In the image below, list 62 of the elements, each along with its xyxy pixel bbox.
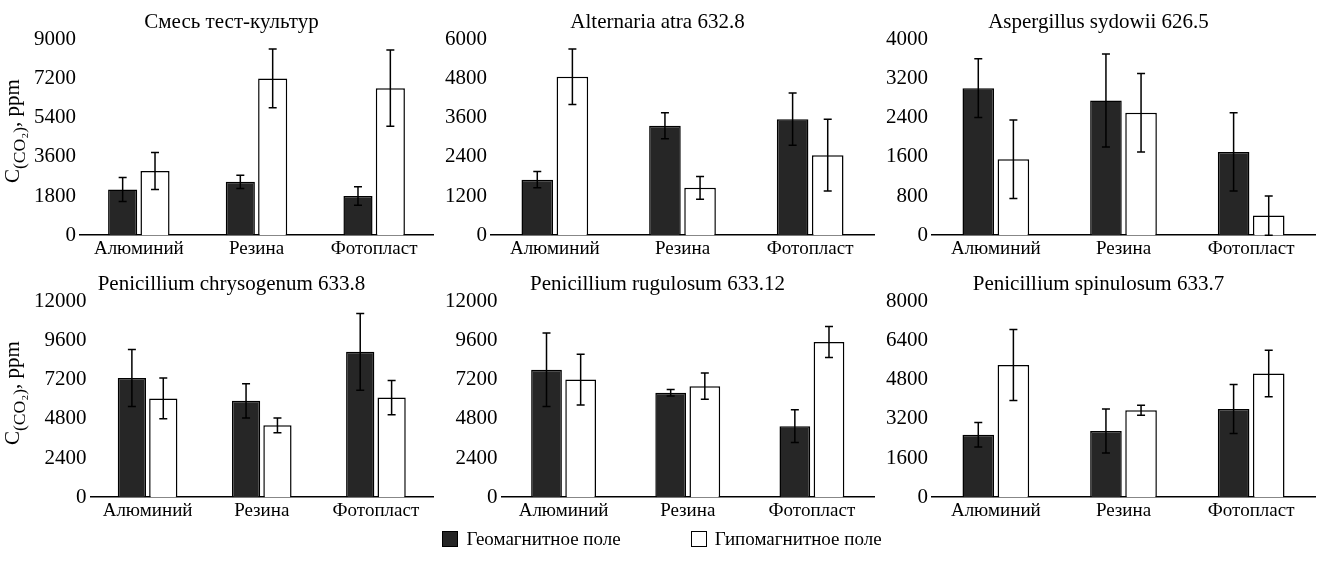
y-tick-label: 8000 xyxy=(886,287,928,312)
x-tick-label: Фотопласт xyxy=(1207,498,1296,520)
y-tick-label: 12000 xyxy=(34,287,87,312)
y-tick-label: 0 xyxy=(487,483,498,508)
y-tick-label: 3200 xyxy=(886,64,928,89)
y-tick-label: 1600 xyxy=(886,444,928,469)
y-tick-label: 2400 xyxy=(886,104,928,129)
y-tick-label: 5400 xyxy=(34,104,76,129)
x-tick-label: Фотопласт xyxy=(1207,236,1296,258)
chart-title: Penicillium spinulosum 633.7 xyxy=(972,271,1225,296)
y-tick-label: 2400 xyxy=(445,143,487,168)
x-tick-label: Резина xyxy=(234,498,290,520)
y-tick-label: 1600 xyxy=(886,143,928,168)
x-tick-label: Резина xyxy=(1095,498,1152,520)
x-tick-label: Резина xyxy=(228,236,285,258)
chart-title: Penicillium chrysogenum 633.8 xyxy=(97,271,366,296)
x-tick-label: Резина xyxy=(660,498,716,520)
x-tick-label: Фотопласт xyxy=(768,498,856,520)
chart-title: Смесь тест-культур xyxy=(144,9,319,34)
y-tick-label: 4800 xyxy=(886,366,928,391)
y-tick-label: 6000 xyxy=(445,25,487,50)
x-tick-label: Алюминий xyxy=(950,498,1041,520)
legend-label: Геомагнитное поле xyxy=(466,528,621,550)
y-tick-label: 0 xyxy=(76,483,87,508)
y-tick-label: 2400 xyxy=(44,444,87,469)
y-tick-label: 4800 xyxy=(445,64,487,89)
x-tick-label: Алюминий xyxy=(950,236,1041,258)
x-tick-label: Фотопласт xyxy=(766,236,855,258)
y-tick-label: 7200 xyxy=(44,366,87,391)
y-tick-label: 1200 xyxy=(445,182,487,207)
y-tick-label: 800 xyxy=(896,182,928,207)
chart-title: Aspergillus sydowii 626.5 xyxy=(988,9,1209,34)
y-tick-label: 0 xyxy=(476,221,487,246)
x-tick-label: Фотопласт xyxy=(330,236,419,258)
chart-title: Alternaria atra 632.8 xyxy=(570,9,745,34)
y-tick-label: 1800 xyxy=(34,182,76,207)
series-label: Гипомагнитное поле xyxy=(714,528,882,550)
y-tick-label: 3200 xyxy=(886,405,928,430)
y-tick-label: 12000 xyxy=(445,287,498,312)
y-tick-label: 4000 xyxy=(886,25,928,50)
y-tick-label: 0 xyxy=(917,483,928,508)
x-tick-label: Резина xyxy=(654,236,711,258)
y-tick-label: 4800 xyxy=(44,405,87,430)
x-tick-label: Алюминий xyxy=(509,236,600,258)
y-tick-label: 2400 xyxy=(455,444,498,469)
y-tick-label: 0 xyxy=(917,221,928,246)
y-tick-label: 0 xyxy=(65,221,76,246)
y-tick-label: 9000 xyxy=(34,25,76,50)
y-tick-label: 9600 xyxy=(44,326,87,351)
x-tick-label: Алюминий xyxy=(518,498,609,520)
y-tick-label: 4800 xyxy=(455,405,498,430)
chart-title: Penicillium rugulosum 633.12 xyxy=(530,271,785,296)
y-tick-label: 7200 xyxy=(455,366,498,391)
x-tick-label: Резина xyxy=(1095,236,1152,258)
x-tick-label: Алюминий xyxy=(93,236,184,258)
y-tick-label: 6400 xyxy=(886,326,928,351)
y-tick-label: 9600 xyxy=(455,326,498,351)
y-tick-label: 3600 xyxy=(34,143,76,168)
x-tick-label: Алюминий xyxy=(102,498,193,520)
y-tick-label: 7200 xyxy=(34,64,76,89)
x-tick-label: Фотопласт xyxy=(332,498,420,520)
y-tick-label: 3600 xyxy=(445,104,487,129)
